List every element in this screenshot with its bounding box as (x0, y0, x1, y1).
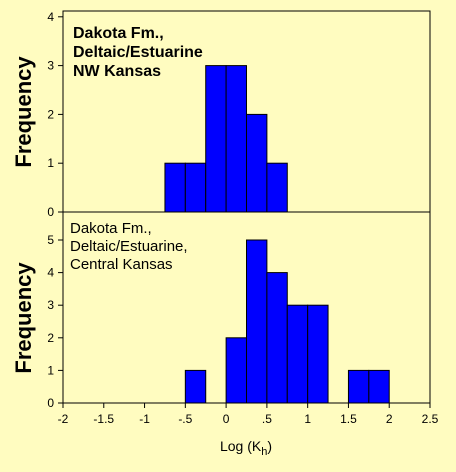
panel-top: Dakota Fm., Deltaic/Estuarine NW Kansas … (11, 10, 431, 219)
bottom-y-tick-label-2: 2 (47, 331, 54, 345)
panel-top-bars (164, 65, 288, 213)
top-y-tick-label-1: 1 (47, 156, 54, 170)
x-axis-label-text: Log (K (220, 438, 262, 454)
top-y-tick-label-0: 0 (47, 205, 54, 219)
x-tick-label-2: -1 (139, 412, 150, 426)
bottom-y-tick-label-1: 1 (47, 363, 54, 377)
panel-bottom-title-line-3: Central Kansas (70, 256, 173, 273)
bottom-y-tick-label-0: 0 (47, 396, 54, 410)
panel-bottom-title-line-2: Deltaic/Estuarine, (70, 238, 188, 255)
x-tick-label-9: 2.5 (422, 412, 439, 426)
x-tick-label-5: .5 (262, 412, 272, 426)
bottom-bar-1 (225, 337, 248, 404)
x-tick-label-8: 2 (386, 412, 393, 426)
x-tick-label-7: 1.5 (340, 412, 357, 426)
x-tick-label-3: -.5 (178, 412, 192, 426)
x-axis-label-close: ) (267, 438, 272, 454)
panel-bottom-y-ticks: 0 1 2 3 4 5 (47, 233, 63, 410)
top-bar-1 (184, 162, 207, 213)
bottom-bar-0 (184, 369, 207, 404)
panel-top-title-line-1: Dakota Fm., (73, 25, 164, 42)
top-bar-5 (266, 162, 288, 213)
top-bar-2 (205, 65, 227, 213)
x-tick-label-4: 0 (223, 412, 230, 426)
bottom-y-tick-label-4: 4 (47, 266, 54, 280)
x-tick-label-1: -1.5 (93, 412, 114, 426)
bottom-y-tick-label-5: 5 (47, 233, 54, 247)
panel-top-y-axis-label: Frequency (11, 56, 36, 168)
x-axis-label: Log (Kh) (220, 438, 272, 458)
top-bar-0 (164, 162, 186, 213)
x-tick-label-0: -2 (58, 412, 69, 426)
bottom-bar-5 (307, 304, 329, 404)
top-y-tick-label-2: 2 (47, 107, 54, 121)
x-tick-label-6: 1 (304, 412, 311, 426)
bottom-bar-3 (266, 272, 288, 404)
panel-top-y-ticks: 0 1 2 3 4 (47, 10, 63, 219)
panel-bottom-title-line-1: Dakota Fm., (70, 220, 152, 237)
bottom-bar-2 (246, 239, 268, 404)
panel-top-title-line-3: NW Kansas (73, 63, 161, 80)
panel-top-title-line-2: Deltaic/Estuarine (73, 44, 203, 61)
x-axis-ticks: -2 -1.5 -1 -.5 0 .5 1 1.5 2 2.5 (58, 403, 439, 426)
bottom-bar-6 (347, 369, 370, 404)
top-bar-4 (246, 113, 268, 213)
panel-bottom: Dakota Fm., Deltaic/Estuarine, Central K… (11, 211, 439, 458)
bottom-y-tick-label-3: 3 (47, 298, 54, 312)
bottom-bar-7 (368, 369, 390, 404)
x-axis-label-subscript: h (261, 446, 267, 458)
panel-bottom-y-axis-label: Frequency (11, 262, 36, 374)
top-bar-3 (225, 65, 248, 213)
bottom-bar-4 (286, 304, 309, 404)
top-y-tick-label-4: 4 (47, 10, 54, 24)
panel-bottom-bars (184, 239, 390, 404)
top-y-tick-label-3: 3 (47, 59, 54, 73)
